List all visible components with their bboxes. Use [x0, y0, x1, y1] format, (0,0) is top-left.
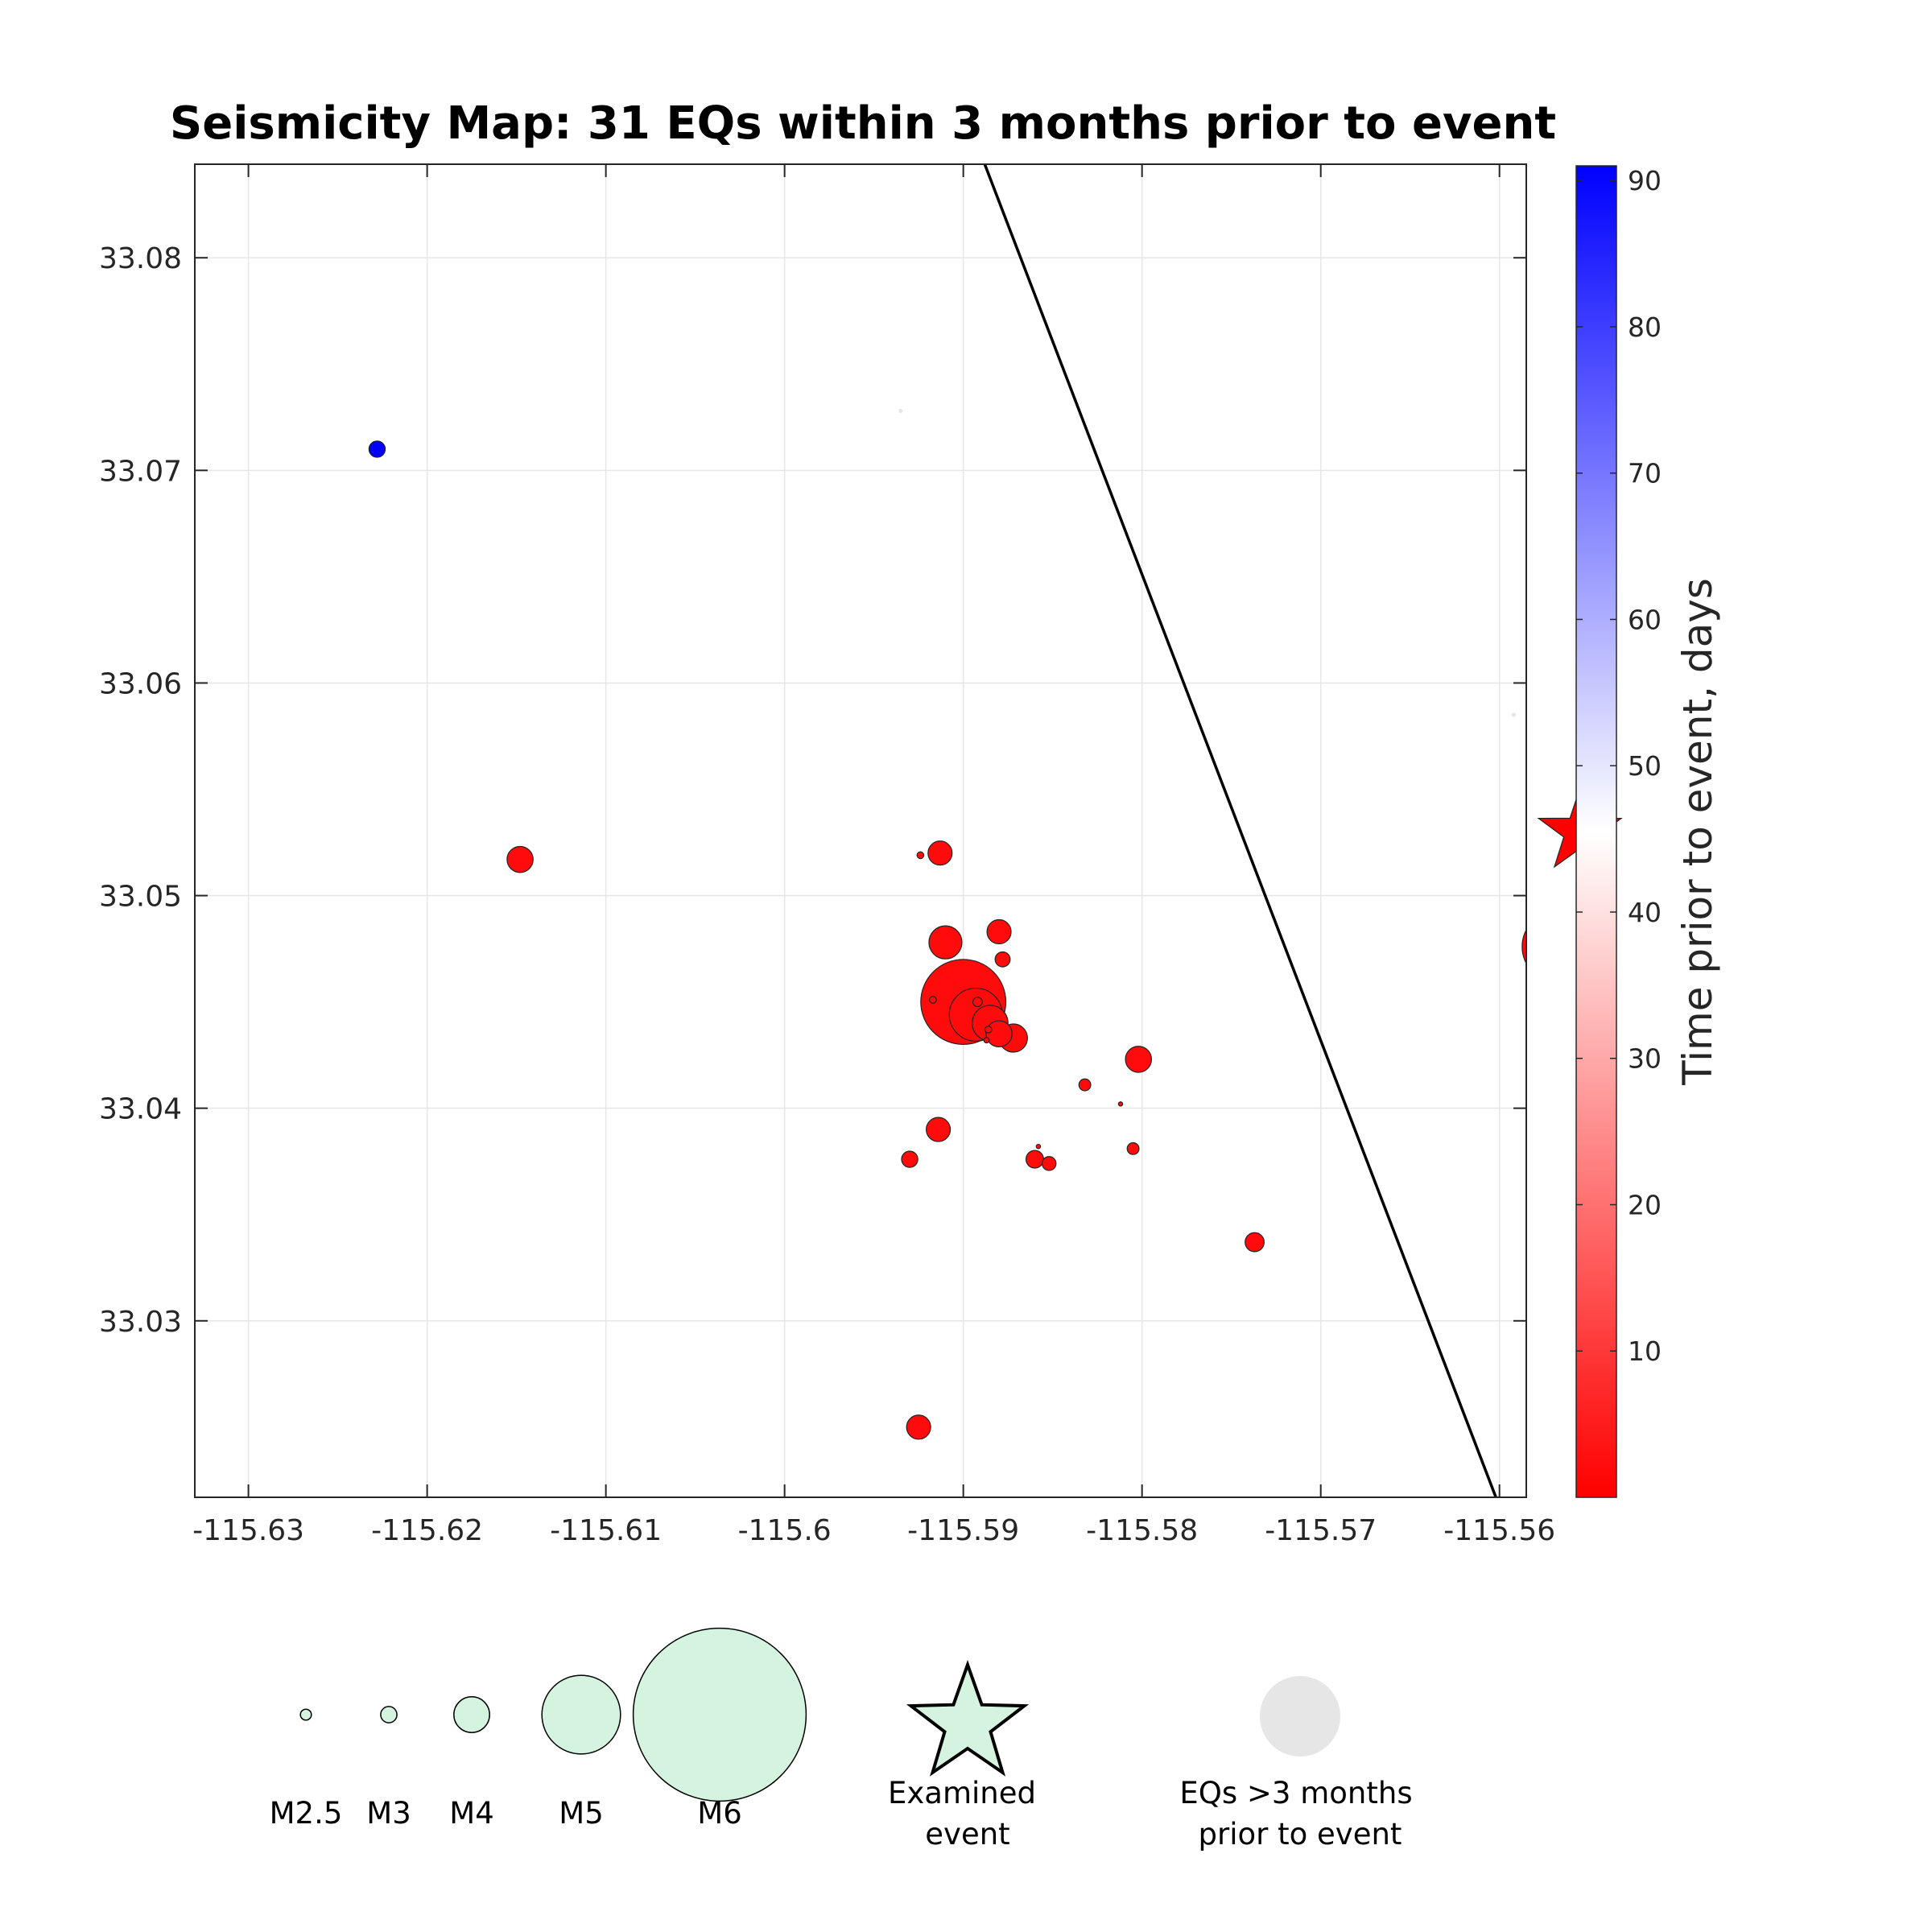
legend: M2.5 M3 M4 M5 M6 Examined event EQs >3 months pr…	[270, 1627, 1413, 1852]
legend-older-label-1: EQs >3 months	[1179, 1776, 1412, 1810]
legend-older-label-2: prior to event	[1199, 1817, 1402, 1852]
legend-examined-label-1: Examined	[888, 1776, 1036, 1810]
event-point-22	[901, 1150, 919, 1168]
event-point-26	[1126, 1141, 1140, 1155]
event-point-0	[368, 440, 386, 458]
event-point-3	[916, 851, 925, 860]
x-tick-label-3: -115.6	[738, 1514, 832, 1547]
y-tick-label-3: 33.06	[99, 667, 182, 700]
plot-frame	[194, 163, 1527, 1498]
event-point-1	[506, 845, 534, 873]
colorbar-tick-label-1: 20	[1628, 1189, 1662, 1220]
older-event-point-0	[898, 408, 903, 414]
colorbar-tick-label-6: 70	[1628, 458, 1662, 489]
colorbar-tick-label-2: 30	[1628, 1043, 1662, 1075]
event-point-25	[1035, 1143, 1042, 1150]
legend-mag-circle-4	[632, 1627, 807, 1802]
y-tick-labels: 33.03 33.04 33.05 33.06 33.07 33.08	[99, 242, 182, 1339]
legend-mag-circle-2	[453, 1696, 490, 1733]
legend-mag-circle-1	[380, 1706, 398, 1724]
event-point-16	[984, 1026, 993, 1034]
colorbar-ticks: 10 20 30 40 50 60 70 80 90	[1576, 165, 1662, 1367]
x-tick-label-6: -115.57	[1265, 1514, 1377, 1547]
y-tick-label-2: 33.05	[99, 881, 182, 914]
colorbar-tick-label-5: 60	[1628, 604, 1662, 635]
earthquake-events	[368, 440, 1573, 1440]
event-point-2	[927, 840, 953, 866]
legend-mag-label-0: M2.5	[270, 1796, 343, 1831]
x-tick-label-5: -115.58	[1086, 1514, 1198, 1547]
event-point-12	[985, 1020, 1013, 1048]
event-point-28	[1245, 1232, 1265, 1253]
colorbar-tick-label-0: 10	[1628, 1335, 1662, 1367]
grid-lines	[195, 164, 1526, 1497]
older-event-point-1	[1511, 712, 1517, 717]
legend-examined-label-2: event	[925, 1817, 1009, 1852]
x-tick-label-0: -115.63	[192, 1514, 304, 1547]
legend-mag-label-3: M5	[559, 1796, 603, 1831]
colorbar-tick-label-4: 50	[1628, 750, 1662, 782]
x-tick-label-4: -115.59	[907, 1514, 1019, 1547]
y-tick-label-1: 33.04	[99, 1093, 182, 1126]
colorbar-tick-label-3: 40	[1628, 897, 1662, 928]
colorbar-label: Time prior to event, days	[1674, 578, 1721, 1086]
x-tick-label-2: -115.61	[550, 1514, 662, 1547]
legend-mag-label-4: M6	[697, 1796, 741, 1831]
x-tick-label-1: -115.62	[371, 1514, 483, 1547]
colorbar	[1575, 165, 1617, 1498]
colorbar-tick-label-8: 90	[1628, 165, 1662, 196]
legend-mag-label-1: M3	[366, 1796, 411, 1831]
x-tick-label-7: -115.56	[1443, 1514, 1555, 1547]
event-point-20	[1117, 1101, 1124, 1107]
event-point-5	[928, 925, 963, 960]
event-point-23	[1025, 1150, 1044, 1169]
colorbar-tick-label-7: 80	[1628, 312, 1662, 343]
event-point-18	[1125, 1046, 1153, 1073]
event-point-6	[986, 919, 1012, 945]
event-point-29	[906, 1414, 931, 1440]
y-tick-label-5: 33.08	[99, 242, 182, 275]
axis-ticks	[195, 164, 1526, 1497]
event-point-24	[1042, 1156, 1057, 1171]
legend-mag-circle-3	[541, 1674, 621, 1755]
event-point-21	[926, 1117, 952, 1142]
x-tick-labels: -115.63 -115.62 -115.61 -115.6 -115.59 -115.5…	[192, 1514, 1555, 1547]
chart-title: Seismicity Map: 31 EQs within 3 months p…	[170, 97, 1556, 150]
event-point-7	[994, 951, 1011, 968]
fault-line-segment	[983, 164, 1497, 1497]
event-point-30	[983, 1037, 990, 1044]
event-point-4	[1521, 928, 1526, 965]
event-point-14	[929, 996, 937, 1004]
older-events	[898, 408, 1517, 717]
legend-mag-circle-0	[299, 1708, 312, 1721]
legend-mag-label-2: M4	[449, 1796, 493, 1831]
event-point-19	[1078, 1078, 1092, 1092]
event-point-15	[972, 997, 983, 1008]
event-point-27	[1569, 1191, 1573, 1195]
y-tick-label-0: 33.03	[99, 1306, 182, 1339]
fault-line	[983, 164, 1497, 1497]
y-tick-label-4: 33.07	[99, 455, 182, 488]
legend-older-circle	[1260, 1676, 1340, 1757]
legend-star-icon	[906, 1660, 1030, 1777]
